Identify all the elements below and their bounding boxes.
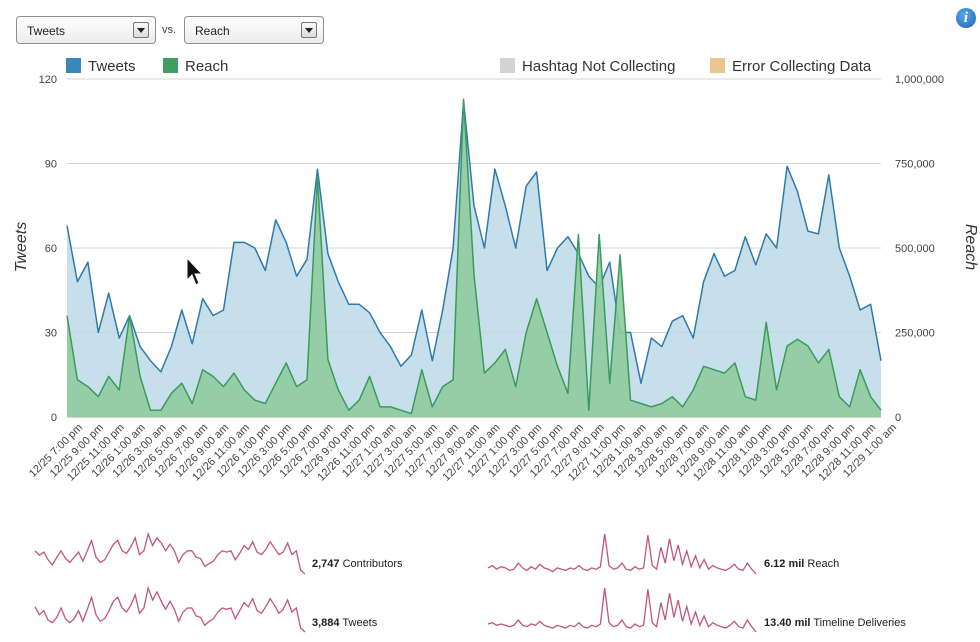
series-reach-area [67,99,881,418]
legend-tweets-label: Tweets [88,58,136,75]
legend-reach[interactable]: Reach [163,58,228,75]
main-chart: 0 30 60 90 120 0 250,000 500,000 750,000 1,000,0… [13,74,979,484]
series-tweets-area [67,101,881,417]
legend-not-collecting-swatch [500,58,515,73]
stat-reach-value: 6.12 mil [764,558,805,570]
y-left-tick-label: 60 [45,243,57,255]
info-icon[interactable]: i [956,8,976,28]
y-right-tick-label: 750,000 [895,159,935,171]
right-axis-ticks: 0 250,000 500,000 750,000 1,000,000 [895,74,944,424]
y-right-tick-label: 0 [895,412,901,424]
stat-reach: 6.12 mil Reach [764,558,839,570]
sparkline [34,585,306,633]
legend-not-collecting[interactable]: Hashtag Not Collecting [500,58,675,75]
y-right-tick-label: 250,000 [895,328,935,340]
stat-reach-label: Reach [807,558,840,570]
legend-tweets[interactable]: Tweets [66,58,136,75]
stat-contributors-value: 2,747 [312,558,340,570]
compare-select[interactable]: Reach [184,16,324,44]
stat-timeline-deliveries-label: Timeline Deliveries [813,617,906,629]
stat-timeline-deliveries: 13.40 mil Timeline Deliveries [764,617,906,629]
series-reach-line [66,98,882,415]
stat-contributors: 2,747 Contributors [312,558,403,570]
y-right-tick-label: 1,000,000 [895,74,944,86]
y-right-axis-label: Reach [962,224,979,270]
legend-error-collecting-label: Error Collecting Data [732,58,872,75]
sparkline [34,531,306,575]
series-tweets-line [66,100,882,384]
stat-timeline-deliveries-value: 13.40 mil [764,617,811,629]
legend-reach-swatch [163,58,178,73]
chevron-down-icon[interactable] [133,22,149,38]
legend-not-collecting-label: Hashtag Not Collecting [522,58,676,75]
y-left-tick-label: 30 [45,328,57,340]
legend-tweets-swatch [66,58,81,73]
vs-label: vs. [162,24,177,36]
legend-error-collecting[interactable]: Error Collecting Data [710,58,871,75]
mouse-cursor-icon [186,256,204,286]
metric-select-value: Tweets [27,24,66,38]
chevron-down-icon[interactable] [301,22,317,38]
legend-error-collecting-swatch [710,58,725,73]
stat-tweets-value: 3,884 [312,617,340,629]
y-left-axis-label: Tweets [13,222,30,272]
stat-tweets: 3,884 Tweets [312,617,377,629]
sparkline [487,533,757,575]
left-axis-ticks: 0 30 60 90 120 [39,74,57,424]
areas [66,98,882,418]
y-left-tick-label: 90 [45,159,57,171]
sparkline [487,587,757,633]
metric-select[interactable]: Tweets [16,16,156,44]
legend-reach-label: Reach [185,58,229,75]
stat-tweets-label: Tweets [342,617,378,629]
y-right-tick-label: 500,000 [895,243,935,255]
compare-select-value: Reach [195,24,230,38]
stat-contributors-label: Contributors [342,558,403,570]
y-left-tick-label: 0 [51,412,57,424]
y-left-tick-label: 120 [39,74,57,86]
